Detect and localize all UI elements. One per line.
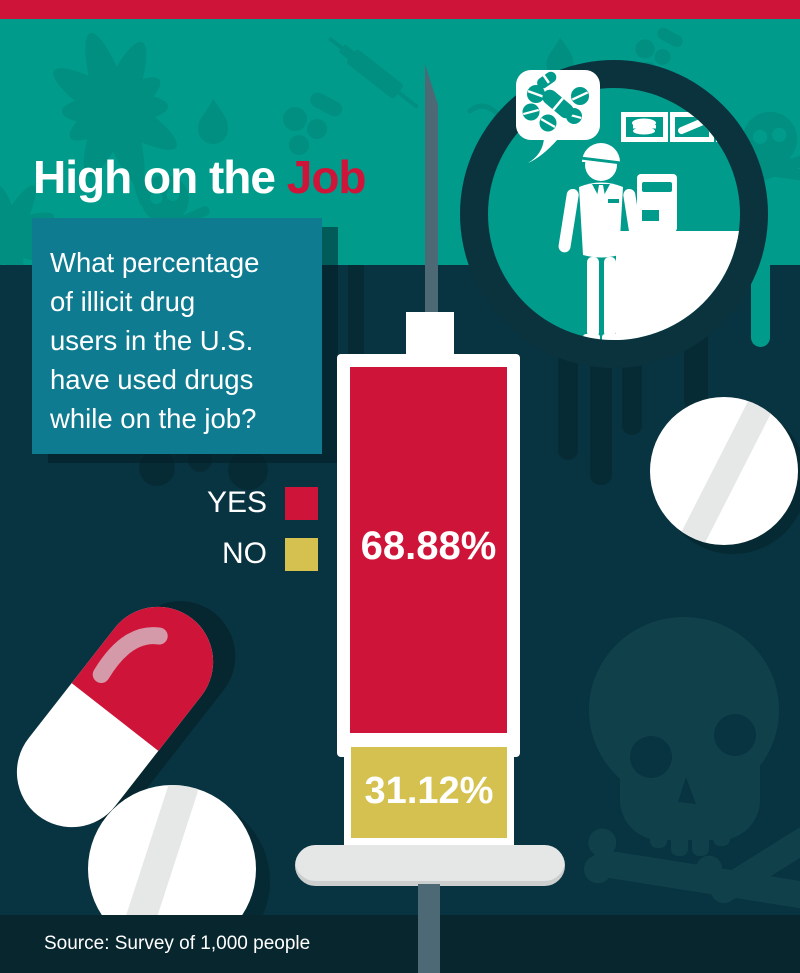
skull-crossbones-icon (584, 617, 800, 911)
question-line: users in the U.S. (50, 325, 254, 356)
source-text: Source: Survey of 1,000 people (44, 933, 311, 954)
legend-swatch-yes (285, 486, 318, 520)
question-line: while on the job? (50, 403, 257, 434)
tablet-score-line (672, 397, 778, 545)
legend-row-yes: YES (120, 486, 318, 520)
question-line: have used drugs (50, 364, 254, 395)
legend-row-no: NO (120, 537, 318, 571)
capsule-icon (16, 601, 236, 828)
chart-segment-yes (350, 367, 507, 733)
drip-shape (348, 265, 364, 377)
syringe-needle-shaft (425, 106, 438, 322)
chart-segment-no (351, 747, 507, 838)
top-accent-bar (0, 0, 800, 19)
question-text: What percentage of illicit drug users in t… (50, 243, 306, 438)
legend: YES NO (120, 486, 318, 588)
question-line: of illicit drug (50, 286, 196, 317)
question-line: What percentage (50, 247, 260, 278)
title-main: High on the (33, 151, 276, 203)
teal-drip-shape (751, 265, 770, 347)
value-label-yes: 68.88% (360, 524, 497, 568)
bubble-shape (139, 450, 175, 486)
speech-bubble-pills-icon (516, 70, 600, 163)
tablet-icon (650, 397, 798, 545)
legend-label-no: NO (222, 537, 267, 570)
value-label-no: 31.12% (364, 770, 494, 812)
worker-at-counter-icon (460, 60, 768, 368)
legend-label-yes: YES (206, 486, 267, 519)
syringe-hub (406, 312, 454, 356)
page-title: High on the Job (33, 150, 367, 204)
syringe-flange (295, 845, 565, 886)
question-box: What percentage of illicit drug users in t… (32, 218, 322, 454)
syringe-plunger-rod (418, 884, 440, 973)
bubble-shape (228, 450, 268, 490)
legend-swatch-no (285, 537, 318, 571)
title-accent: Job (286, 151, 367, 203)
footer-bar: Source: Survey of 1,000 people (0, 915, 800, 973)
